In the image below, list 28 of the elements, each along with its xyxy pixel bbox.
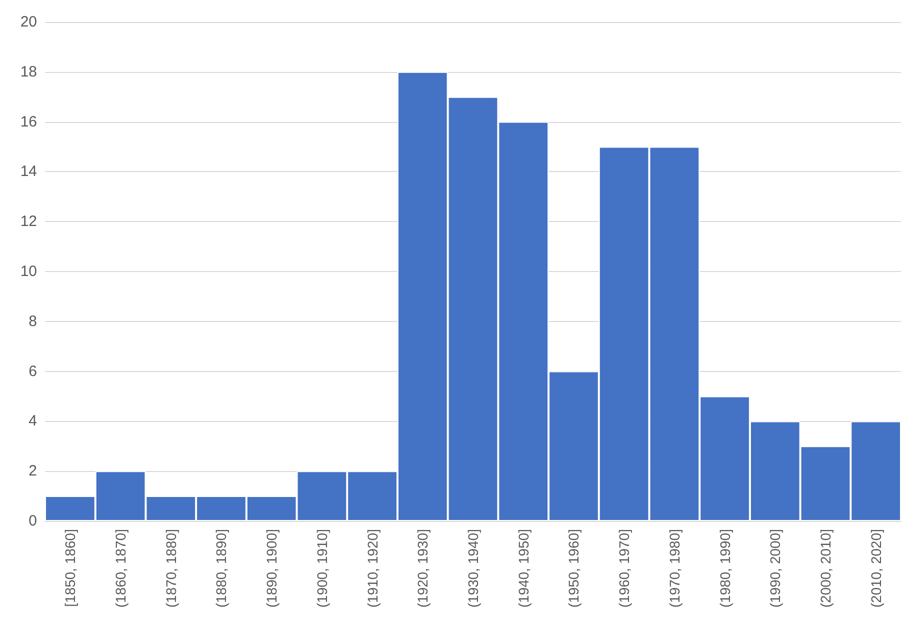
y-tick-label: 2 <box>28 462 37 480</box>
x-tick-label: (1980, 1990] <box>716 529 733 608</box>
x-tick-label: (1970, 1980] <box>666 529 682 608</box>
x-tick-label: (1900, 1910] <box>314 529 330 608</box>
x-tick-label: (1860, 1870] <box>112 529 129 608</box>
x-tick-label: (1910, 1920] <box>364 529 380 608</box>
y-tick-label: 6 <box>28 362 37 380</box>
x-tick-label: (1890, 1900] <box>264 529 280 608</box>
y-tick-label: 0 <box>28 512 37 530</box>
y-tick-label: 20 <box>20 14 37 30</box>
x-tick-label: (1930, 1940] <box>465 529 481 608</box>
x-tick-label: (1960, 1970] <box>616 529 632 608</box>
x-tick-label: (1870, 1880] <box>162 529 179 608</box>
x-tick-label: (1880, 1890] <box>213 529 230 608</box>
y-tick-label: 18 <box>20 63 37 80</box>
x-tick-label: (1990, 2000] <box>767 529 784 608</box>
x-tick-label: (1950, 1960] <box>566 529 582 608</box>
y-tick-label: 10 <box>20 263 37 280</box>
y-tick-label: 8 <box>28 312 37 330</box>
y-tick-label: 12 <box>20 213 37 230</box>
x-tick-label: (1920, 1930] <box>414 529 431 608</box>
y-tick-label: 4 <box>28 412 37 430</box>
x-tick-label: (2010, 2020] <box>868 529 884 608</box>
x-tick-label: (2000, 2010] <box>817 529 834 608</box>
x-tick-label: [1850, 1860] <box>62 529 78 607</box>
y-tick-label: 14 <box>20 163 37 180</box>
x-tick-label: (1940, 1950] <box>515 529 532 608</box>
y-tick-label: 16 <box>20 113 37 130</box>
